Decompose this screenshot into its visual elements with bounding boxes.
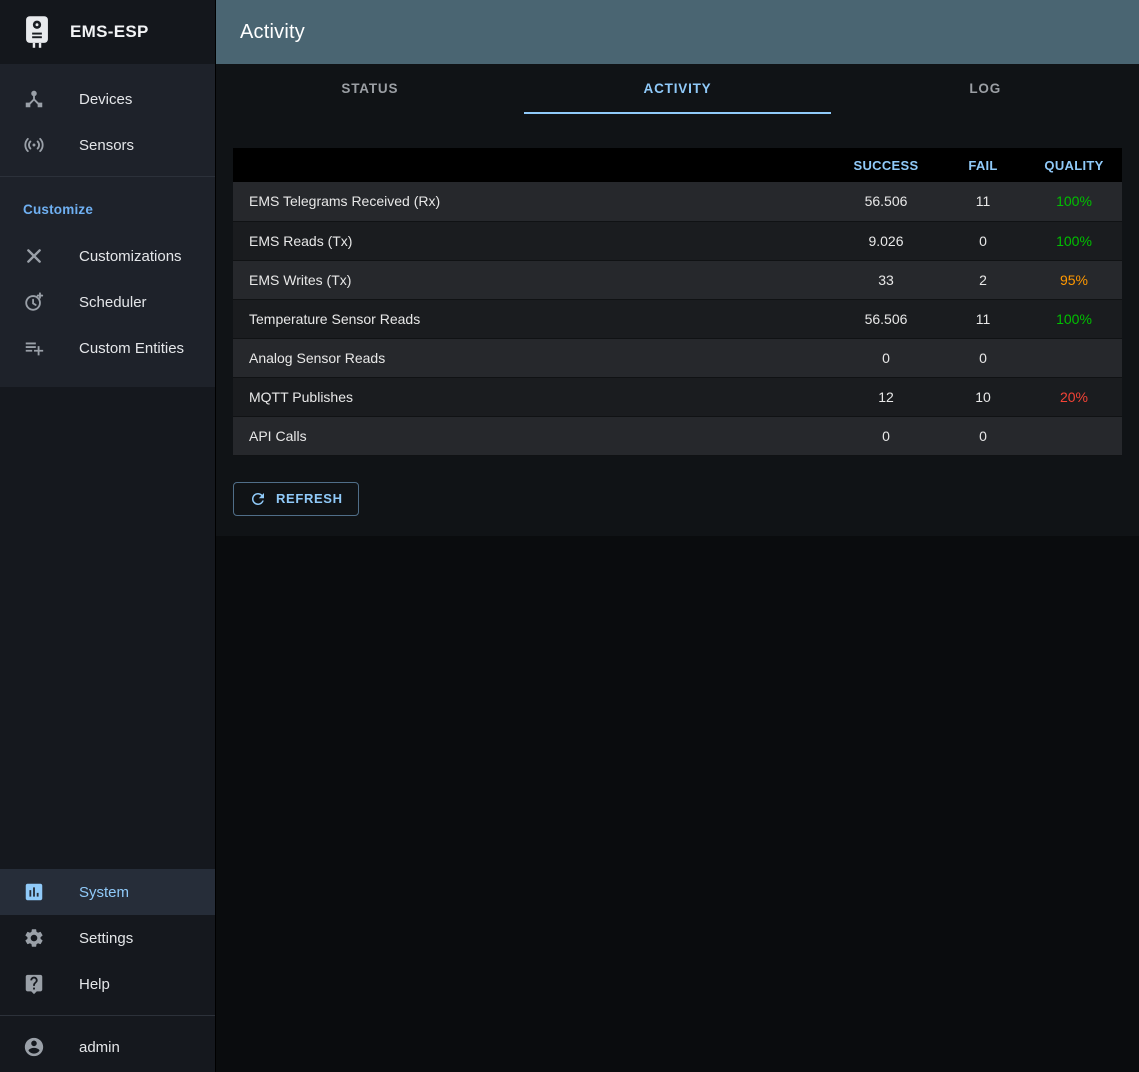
device-hub-icon xyxy=(23,88,45,110)
row-fail: 10 xyxy=(975,388,991,405)
page-title: Activity xyxy=(240,20,305,43)
quality-value: 95% xyxy=(1059,271,1089,288)
tab-activity[interactable]: ACTIVITY xyxy=(523,64,832,114)
construction-icon xyxy=(23,245,45,267)
row-quality xyxy=(1026,416,1122,455)
row-quality xyxy=(1026,338,1122,377)
sidebar-item-label: Devices xyxy=(79,90,133,108)
playlist-add-icon xyxy=(23,337,45,359)
row-label: EMS Telegrams Received (Rx) xyxy=(249,193,441,210)
column-header-fail: FAIL xyxy=(968,157,998,173)
ems-esp-logo-icon xyxy=(22,15,52,49)
sidebar-user-label: admin xyxy=(79,1038,120,1056)
sidebar-item-label: Settings xyxy=(79,929,134,947)
table-row: EMS Writes (Tx) 33 2 95% xyxy=(233,260,1122,299)
sidebar-item-label: Help xyxy=(79,975,110,993)
sidebar-item-label: Customizations xyxy=(79,247,182,265)
column-header-quality: QUALITY xyxy=(1044,157,1104,173)
row-success: 12 xyxy=(878,388,894,405)
sidebar-item-devices[interactable]: Devices xyxy=(0,76,215,122)
column-header-success: SUCCESS xyxy=(853,157,919,173)
row-quality: 20% xyxy=(1026,377,1122,416)
row-label: EMS Writes (Tx) xyxy=(249,271,352,288)
analytics-icon xyxy=(23,881,45,903)
tab-status[interactable]: STATUS xyxy=(341,80,399,96)
tab-log[interactable]: LOG xyxy=(969,80,1002,96)
sidebar-item-scheduler[interactable]: Scheduler xyxy=(0,279,215,325)
sidebar-divider xyxy=(0,176,215,177)
sidebar-item-label: Sensors xyxy=(79,136,135,154)
sidebar-item-custom-entities[interactable]: Custom Entities xyxy=(0,325,215,371)
refresh-icon xyxy=(249,490,267,508)
row-fail: 2 xyxy=(979,271,987,288)
row-success: 56.506 xyxy=(864,310,908,327)
sidebar-item-label: System xyxy=(79,883,130,901)
sidebar-divider xyxy=(0,1015,215,1016)
sidebar-section-customize: Customize xyxy=(23,201,94,217)
quality-value: 100% xyxy=(1056,310,1092,327)
sidebar-item-sensors[interactable]: Sensors xyxy=(0,122,215,168)
sidebar-item-settings[interactable]: Settings xyxy=(0,915,215,961)
row-label: Analog Sensor Reads xyxy=(249,349,386,366)
sidebar-item-label: Custom Entities xyxy=(79,339,185,357)
table-row: API Calls 0 0 xyxy=(233,416,1122,455)
row-success: 33 xyxy=(878,271,894,288)
table-row: EMS Reads (Tx) 9.026 0 100% xyxy=(233,221,1122,260)
sidebar-item-label: Scheduler xyxy=(79,293,147,311)
quality-value: 20% xyxy=(1059,388,1089,405)
table-row: Temperature Sensor Reads 56.506 11 100% xyxy=(233,299,1122,338)
sidebar-bottom-menu: System Settings Help admin xyxy=(0,869,215,1072)
row-fail: 0 xyxy=(979,232,987,249)
quality-value: 100% xyxy=(1056,193,1092,210)
row-quality: 95% xyxy=(1026,260,1122,299)
row-fail: 11 xyxy=(975,193,991,210)
sidebar-spacer xyxy=(0,387,215,869)
help-icon xyxy=(23,973,45,995)
quality-value: 100% xyxy=(1056,232,1092,249)
table-row: MQTT Publishes 12 10 20% xyxy=(233,377,1122,416)
sidebar-item-help[interactable]: Help xyxy=(0,961,215,1007)
activity-table: SUCCESS FAIL QUALITY EMS Telegrams Recei… xyxy=(233,148,1122,456)
row-fail: 0 xyxy=(979,427,987,444)
table-row: EMS Telegrams Received (Rx) 56.506 11 10… xyxy=(233,182,1122,221)
row-label: MQTT Publishes xyxy=(249,388,353,405)
gear-icon xyxy=(23,927,45,949)
sidebar-item-admin[interactable]: admin xyxy=(0,1024,215,1070)
sidebar-item-system[interactable]: System xyxy=(0,869,215,915)
tab-bar: STATUS ACTIVITY LOG xyxy=(216,64,1139,114)
row-success: 56.506 xyxy=(864,193,908,210)
column-header-blank xyxy=(233,148,832,182)
main-area: Activity STATUS ACTIVITY LOG SUCCESS FAI… xyxy=(216,0,1139,1072)
row-success: 0 xyxy=(882,349,890,366)
row-success: 0 xyxy=(882,427,890,444)
row-quality: 100% xyxy=(1026,182,1122,221)
sidebar-main-menu: Devices Sensors Customize xyxy=(0,64,215,387)
row-label: EMS Reads (Tx) xyxy=(249,232,353,249)
table-header-row: SUCCESS FAIL QUALITY xyxy=(233,148,1122,182)
appbar: Activity xyxy=(216,0,1139,64)
row-quality: 100% xyxy=(1026,221,1122,260)
row-success: 9.026 xyxy=(868,232,904,249)
sidebar: EMS-ESP Devices Sensors Customize xyxy=(0,0,216,1072)
row-fail: 0 xyxy=(979,349,987,366)
scheduler-clock-icon xyxy=(23,291,45,313)
activity-panel: STATUS ACTIVITY LOG SUCCESS FAIL QUALITY… xyxy=(216,64,1139,536)
row-label: API Calls xyxy=(249,427,307,444)
refresh-button-label: REFRESH xyxy=(276,491,343,506)
table-row: Analog Sensor Reads 0 0 xyxy=(233,338,1122,377)
row-fail: 11 xyxy=(975,310,991,327)
refresh-button[interactable]: REFRESH xyxy=(233,481,359,516)
app-logo-row: EMS-ESP xyxy=(0,0,215,64)
sidebar-item-customizations[interactable]: Customizations xyxy=(0,233,215,279)
row-label: Temperature Sensor Reads xyxy=(249,310,421,327)
row-quality: 100% xyxy=(1026,299,1122,338)
sensors-icon xyxy=(23,134,45,156)
account-circle-icon xyxy=(23,1036,45,1058)
app-title: EMS-ESP xyxy=(70,22,149,41)
activity-table-wrap: SUCCESS FAIL QUALITY EMS Telegrams Recei… xyxy=(233,148,1122,456)
